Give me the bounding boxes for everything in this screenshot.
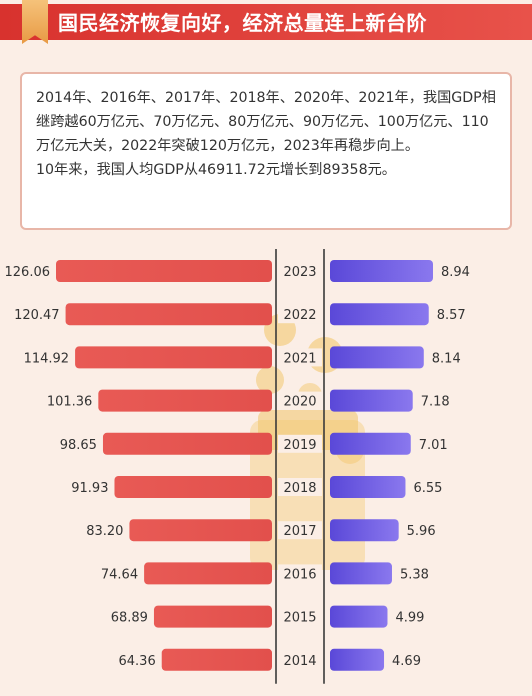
right-bar-2021	[330, 346, 424, 369]
year-label-bg-2014	[278, 650, 322, 669]
left-value-label-2022: 120.47	[14, 308, 60, 323]
year-label-bg-2022	[278, 305, 322, 324]
intro-text-box: 2014年、2016年、2017年、2018年、2020年、2021年，我国GD…	[20, 72, 512, 230]
header: 国民经济恢复向好，经济总量连上新台阶	[0, 0, 532, 44]
right-bar-2016	[330, 562, 392, 585]
left-bar-2016	[144, 562, 272, 585]
right-bar-2018	[330, 476, 406, 498]
year-label-bg-2023	[278, 262, 322, 280]
right-value-label-2016: 5.38	[400, 567, 429, 582]
left-value-label-2017: 83.20	[86, 524, 123, 539]
right-value-label-2019: 7.01	[419, 438, 448, 453]
left-bar-2020	[98, 389, 273, 412]
header-bar	[0, 4, 532, 40]
right-value-label-2017: 5.96	[407, 524, 436, 539]
left-value-label-2016: 74.64	[101, 567, 138, 582]
left-value-label-2018: 91.93	[71, 481, 108, 496]
right-bar-2017	[330, 519, 399, 542]
right-value-label-2021: 8.14	[432, 351, 461, 366]
year-label-bg-2021	[278, 348, 322, 367]
year-label-2015: 2015	[283, 611, 316, 626]
right-value-label-2022: 8.57	[437, 308, 466, 323]
left-value-label-2021: 114.92	[24, 351, 70, 366]
intro-paragraph-1: 2014年、2016年、2017年、2018年、2020年、2021年，我国GD…	[36, 90, 496, 154]
year-label-2018: 2018	[283, 481, 316, 496]
year-label-2016: 2016	[283, 567, 316, 582]
year-label-bg-2017	[278, 521, 322, 540]
year-label-bg-2016	[278, 564, 322, 583]
left-bar-2023	[56, 260, 272, 282]
right-value-label-2014: 4.69	[392, 654, 421, 669]
left-value-label-2015: 68.89	[111, 611, 148, 626]
left-bar-2018	[114, 476, 273, 498]
year-label-2022: 2022	[283, 308, 316, 323]
left-bar-2015	[153, 605, 272, 628]
year-label-2019: 2019	[283, 438, 316, 453]
chart-svg: 126.06 8.94 2023 120.47 8.57 2022 114.92 8.14 20…	[5, 249, 470, 684]
year-label-bg-2019	[278, 434, 322, 453]
right-value-label-2015: 4.99	[395, 611, 424, 626]
left-bar-2017	[129, 519, 272, 542]
left-value-label-2023: 126.06	[5, 265, 51, 280]
year-label-2014: 2014	[283, 654, 316, 669]
page-title: 国民经济恢复向好，经济总量连上新台阶	[58, 11, 427, 35]
left-value-label-2019: 98.65	[60, 438, 97, 453]
right-bar-2014	[330, 648, 385, 671]
year-label-2023: 2023	[283, 265, 316, 280]
year-label-2021: 2021	[283, 351, 316, 366]
gdp-butterfly-chart: 126.06 8.94 2023 120.47 8.57 2022 114.92 8.14 20…	[0, 245, 532, 696]
left-bar-2014	[161, 648, 272, 671]
intro-paragraph-2: 10年来，我国人均GDP从46911.72元增长到89358元。	[36, 162, 396, 178]
right-value-label-2018: 6.55	[413, 481, 442, 496]
left-value-label-2020: 101.36	[47, 395, 93, 410]
year-label-2017: 2017	[283, 524, 316, 539]
right-bar-2019	[330, 432, 411, 455]
right-bar-2022	[330, 303, 429, 326]
year-label-bg-2015	[278, 607, 322, 626]
left-value-label-2014: 64.36	[119, 654, 156, 669]
year-label-bg-2020	[278, 391, 322, 410]
year-label-bg-2018	[278, 478, 322, 496]
right-value-label-2020: 7.18	[421, 395, 450, 410]
year-label-2020: 2020	[283, 395, 316, 410]
left-bar-2022	[65, 303, 272, 326]
left-bar-2021	[75, 346, 273, 369]
right-bar-2015	[330, 605, 388, 628]
right-bar-2023	[330, 260, 433, 282]
left-bar-2019	[102, 432, 272, 455]
right-bar-2020	[330, 389, 413, 412]
right-value-label-2023: 8.94	[441, 265, 470, 280]
